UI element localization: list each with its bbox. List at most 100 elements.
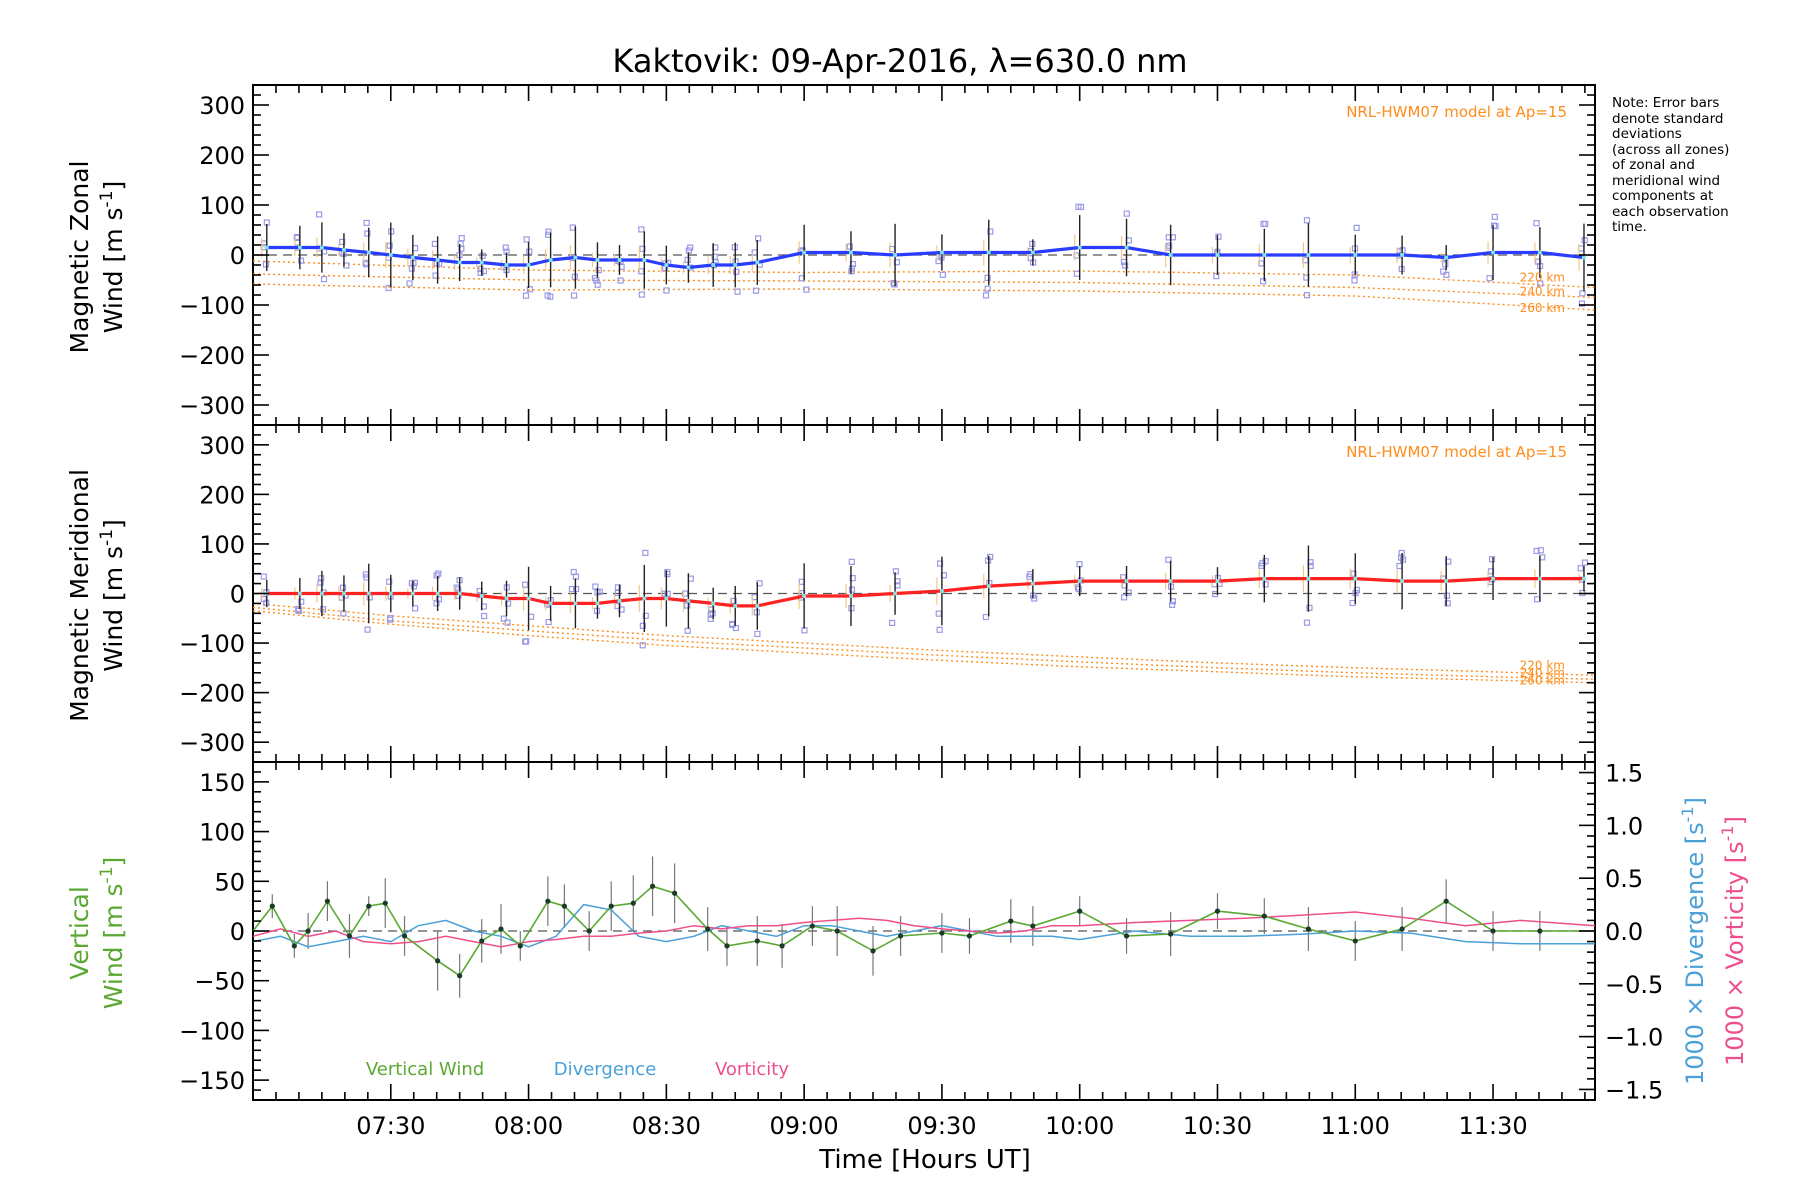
y-axis-label-line1: Vertical [65, 886, 94, 980]
data-point [1030, 581, 1035, 586]
zone-sample [547, 293, 554, 300]
data-point [366, 591, 371, 596]
zone-sample [433, 572, 440, 579]
zone-sample [410, 583, 418, 590]
zone-sample [984, 274, 991, 281]
x-tick-label: 09:30 [907, 1112, 976, 1140]
data-point [1491, 250, 1496, 255]
data-point [1490, 928, 1496, 934]
zone-sample [1581, 559, 1589, 566]
zone-sample [319, 606, 327, 613]
zone-sample [412, 605, 419, 612]
legend-entry: Vorticity [715, 1059, 789, 1080]
model-level-label: 220 km [1520, 658, 1565, 672]
zone-sample [545, 618, 552, 626]
zone-sample [639, 622, 646, 629]
y2-tick-label: 1.5 [1605, 760, 1643, 788]
y-tick-label: −50 [194, 968, 245, 996]
zone-sample [386, 578, 393, 585]
zone-sample [849, 574, 856, 582]
data-point [526, 596, 531, 601]
data-point [1306, 253, 1311, 257]
data-point [504, 263, 509, 267]
zone-sample [526, 286, 533, 293]
zone-sample [406, 280, 413, 287]
data-point [498, 926, 504, 932]
zone-sample [504, 619, 511, 626]
zone-sample [682, 590, 689, 597]
zone-sample [435, 570, 442, 577]
y-tick-label: 100 [199, 192, 245, 220]
data-point [1262, 253, 1267, 257]
data-point [595, 601, 600, 606]
data-point [1537, 576, 1542, 581]
data-point [545, 898, 551, 904]
data-point [1077, 908, 1083, 914]
y-tick-label: −100 [179, 1017, 245, 1045]
zone-sample [1535, 258, 1542, 265]
zone-sample [479, 252, 486, 259]
zone-sample [386, 242, 393, 249]
x-tick-label: 09:00 [770, 1112, 839, 1140]
zone-sample [500, 615, 507, 622]
zone-sample [363, 219, 370, 226]
zone-sample [1262, 581, 1269, 588]
data-point [649, 883, 656, 889]
data-point [269, 903, 275, 909]
model-level-label: 240 km [1520, 285, 1565, 299]
y2-tick-label: −0.5 [1605, 971, 1663, 999]
data-point [382, 900, 388, 906]
data-point [1124, 245, 1129, 250]
data-point [1305, 926, 1312, 932]
zone-sample [982, 292, 990, 299]
data-point [642, 258, 647, 262]
data-point [1443, 898, 1449, 904]
y2-tick-label: −1.0 [1605, 1024, 1663, 1052]
y-tick-label: −200 [179, 342, 245, 370]
zone-sample [642, 612, 649, 619]
data-point [1491, 576, 1496, 581]
data-point [939, 930, 945, 936]
y-axis-label-line2: Wind [m s-1] [97, 519, 128, 672]
zone-sample [569, 224, 576, 231]
zone-sample [339, 584, 347, 591]
y-axis-label: Magnetic Zonal Wind [m s-1] [65, 161, 128, 354]
zone-sample [1577, 565, 1584, 572]
zone-sample [366, 594, 373, 601]
model-level-label: 240 km [1520, 666, 1565, 680]
data-point [457, 973, 463, 979]
data-point [1030, 923, 1036, 929]
divergence-axis-label: 1000 × Divergence [s-1] [1678, 797, 1709, 1085]
data-point [366, 903, 372, 909]
y-tick-label: 0 [230, 581, 245, 609]
data-point [479, 260, 484, 265]
data-point [802, 250, 807, 255]
data-point [435, 958, 441, 964]
data-point [324, 898, 331, 904]
y-tick-label: 200 [199, 481, 245, 509]
y-tick-label: −100 [179, 630, 245, 658]
y-tick-label: 0 [230, 242, 245, 270]
zone-sample [733, 268, 740, 275]
zone-sample [316, 211, 323, 218]
zone-sample [1259, 278, 1267, 285]
zone-sample [317, 579, 324, 586]
x-tick-label: 07:30 [356, 1112, 425, 1140]
data-point [1123, 933, 1130, 939]
zone-sample [754, 630, 761, 638]
data-point [1400, 579, 1405, 584]
y-axis-label: Vertical Wind [m s-1] [65, 857, 128, 1010]
zone-sample [1443, 271, 1450, 278]
zone-sample [480, 612, 488, 620]
zone-sample [892, 568, 900, 575]
zone-sample [1579, 290, 1586, 297]
data-point [341, 248, 346, 252]
zone-sample [1350, 570, 1357, 577]
zone-sample [1303, 619, 1311, 626]
zone-sample [987, 228, 994, 235]
zone-sample [1123, 210, 1130, 217]
zonal-line [266, 245, 1585, 270]
data-point [672, 890, 678, 896]
zone-sample [1351, 277, 1358, 284]
data-point [779, 943, 785, 949]
